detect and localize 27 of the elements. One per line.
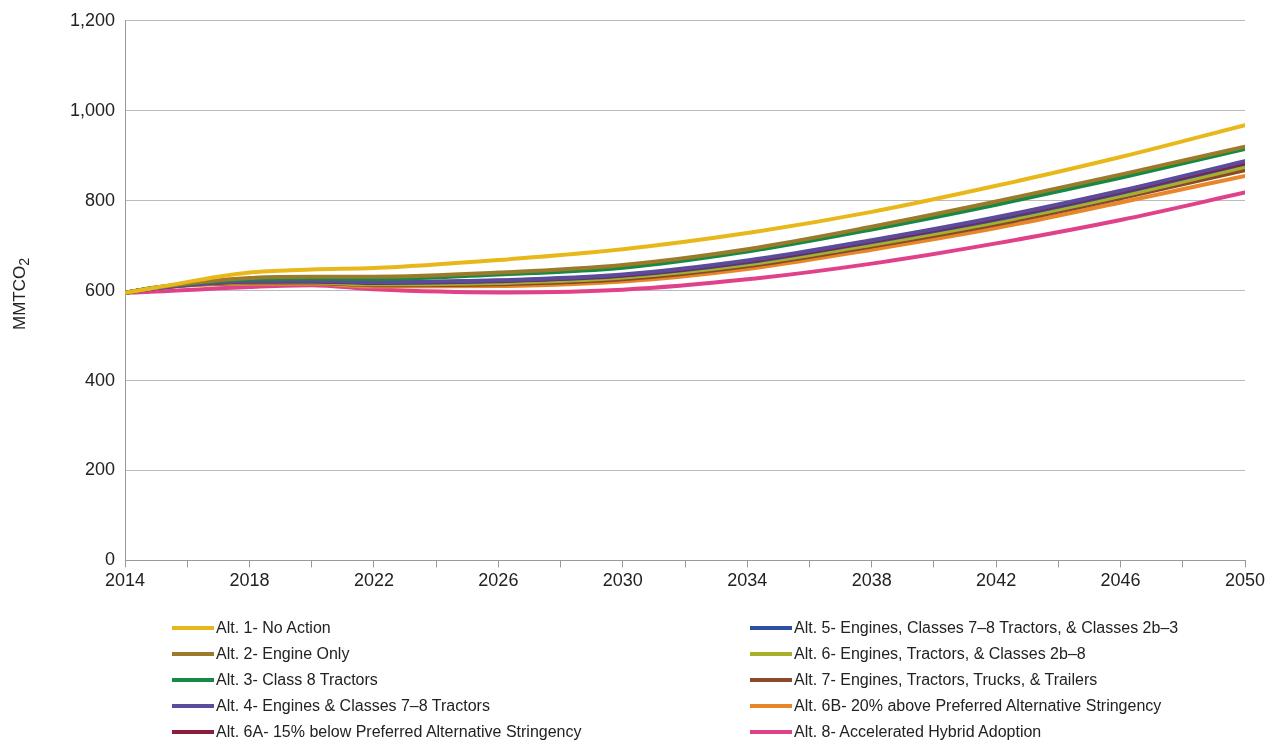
legend-label: Alt. 6A- 15% below Preferred Alternative Stringency — [216, 723, 582, 741]
legend-label: Alt. 4- Engines & Classes 7–8 Tractors — [216, 697, 490, 715]
x-tick-label: 2038 — [851, 570, 892, 591]
x-tick-label: 2034 — [727, 570, 768, 591]
x-tick-label: 2014 — [105, 570, 146, 591]
x-tick-label: 2022 — [353, 570, 394, 591]
y-tick-label: 800 — [85, 189, 116, 210]
legend-label: Alt. 5- Engines, Classes 7–8 Tractors, & Classes 2b–3 — [794, 619, 1179, 637]
legend-label: Alt. 6- Engines, Tractors, & Classes 2b–8 — [794, 645, 1086, 663]
y-tick-label: 600 — [85, 279, 116, 300]
x-tick-label: 2026 — [478, 570, 519, 591]
y-tick-label: 0 — [105, 549, 116, 570]
legend-label: Alt. 8- Accelerated Hybrid Adoption — [794, 723, 1042, 741]
legend-label: Alt. 1- No Action — [216, 619, 331, 637]
legend-label: Alt. 3- Class 8 Tractors — [216, 671, 378, 689]
y-tick-label: 1,000 — [70, 99, 116, 120]
legend-label: Alt. 6B- 20% above Preferred Alternative Stringency — [794, 697, 1162, 715]
x-tick-label: 2018 — [229, 570, 270, 591]
legend-label: Alt. 2- Engine Only — [216, 645, 350, 663]
y-tick-label: 1,200 — [70, 9, 116, 30]
x-tick-label: 2050 — [1224, 570, 1266, 591]
x-tick-label: 2042 — [976, 570, 1017, 591]
y-tick-label: 200 — [85, 459, 116, 480]
x-tick-label: 2030 — [602, 570, 643, 591]
x-tick-label: 2046 — [1100, 570, 1141, 591]
y-tick-label: 400 — [85, 369, 116, 390]
legend-label: Alt. 7- Engines, Tractors, Trucks, & Trailers — [794, 671, 1098, 689]
